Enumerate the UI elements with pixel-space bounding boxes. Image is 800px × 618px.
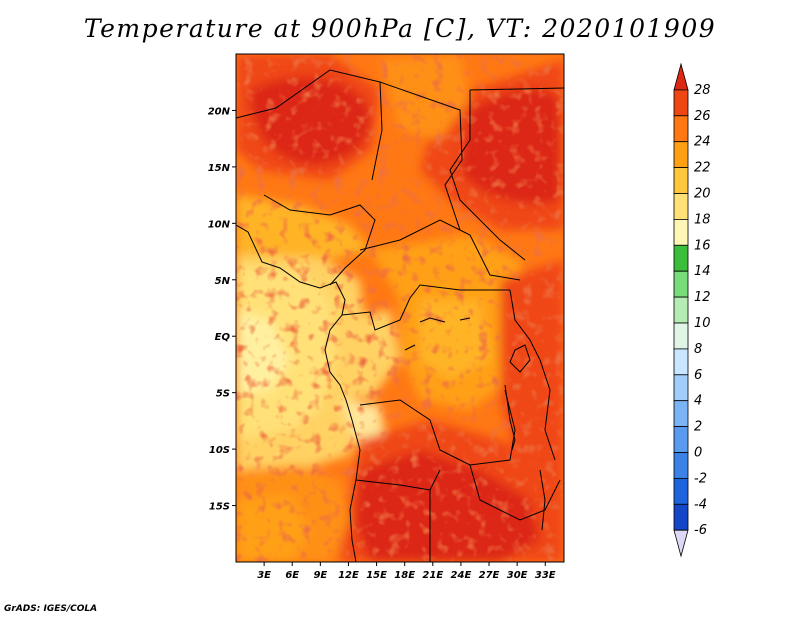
- lon-tick-label: 33E: [535, 570, 556, 581]
- border-sahara-north: [236, 69, 383, 181]
- colorbar-label: 6: [694, 368, 702, 383]
- border-sudan: [449, 87, 564, 261]
- colorbar-label: 2: [694, 420, 702, 435]
- lon-tick-label: 21E: [422, 570, 443, 581]
- colorbar-label: 8: [694, 342, 702, 357]
- colorbar-swatch: [673, 400, 689, 428]
- colorbar-label: 0: [694, 446, 702, 461]
- lat-tick-label: 10S: [209, 445, 230, 456]
- colorbar-label: 28: [694, 83, 711, 98]
- lon-tick-label: 9E: [313, 570, 327, 581]
- colorbar-swatch: [673, 322, 689, 350]
- colorbar-label: -6: [694, 523, 707, 538]
- colorbar-swatch: [673, 452, 689, 479]
- lon-tick-label: 18E: [394, 570, 415, 581]
- lon-tick-label: 3E: [257, 570, 271, 581]
- border-congo: [341, 284, 510, 331]
- lake-victoria: [509, 344, 531, 373]
- lat-tick-label: 20N: [208, 106, 231, 117]
- border-nigeria: [263, 194, 376, 286]
- colorbar-swatch: [673, 270, 689, 298]
- colorbar-swatch: [673, 89, 689, 117]
- lat-tick-label: 10N: [208, 219, 231, 230]
- colorbar-label: -2: [694, 471, 707, 486]
- colorbar-swatch: [673, 477, 689, 505]
- colorbar-swatch: [673, 193, 689, 220]
- lat-tick-label: 15S: [209, 502, 230, 513]
- border-central: [359, 219, 521, 281]
- colorbar-label: 18: [694, 212, 711, 227]
- colorbar-label: 14: [694, 264, 711, 279]
- colorbar-label: 4: [694, 394, 702, 409]
- lon-tick-label: 27E: [479, 570, 500, 581]
- colorbar-swatch: [673, 503, 689, 531]
- colorbar-swatch: [673, 218, 689, 246]
- colorbar-label: 22: [694, 161, 711, 176]
- colorbar-label: 12: [694, 290, 711, 305]
- border-zambia: [469, 464, 561, 521]
- credit-text: GrADS: IGES/COLA: [4, 604, 98, 614]
- colorbar-max-triangle: [673, 62, 689, 91]
- longitude-axis: 3E 6E 9E 12E 15E 18E 21E 24E 27E 30E 33E: [257, 562, 556, 581]
- lat-tick-label: 15N: [208, 163, 231, 174]
- lake-tanganyika: [504, 384, 516, 451]
- colorbar-label: 10: [694, 316, 711, 331]
- map-title: Temperature at 900hPa [C], VT: 202010190…: [83, 14, 717, 43]
- colorbar-label: -4: [694, 497, 707, 512]
- west-africa-coastline: [236, 224, 361, 562]
- lon-tick-label: 12E: [338, 570, 359, 581]
- colorbar-swatch: [673, 374, 689, 402]
- latitude-axis: 20N 15N 10N 5N EQ 5S 10S 15S: [208, 106, 236, 513]
- colorbar-label: 20: [694, 187, 711, 202]
- country-borders: [236, 69, 564, 562]
- lat-tick-label: 5N: [215, 276, 231, 287]
- colorbar-label: 24: [694, 135, 711, 150]
- border-east: [509, 289, 556, 461]
- lon-tick-label: 6E: [285, 570, 299, 581]
- colorbar-swatch: [673, 296, 689, 324]
- map-frame: [235, 53, 565, 563]
- colorbar-swatch: [673, 426, 689, 453]
- lon-tick-label: 30E: [507, 570, 528, 581]
- lake-malawi: [539, 469, 546, 531]
- colorbar-label: 26: [694, 109, 711, 124]
- colorbar-min-triangle: [673, 529, 689, 558]
- border-angola-namibia: [355, 469, 441, 562]
- colorbar-swatch: [673, 167, 689, 194]
- colorbar-swatch: [673, 115, 689, 143]
- lat-tick-label: EQ: [215, 332, 231, 343]
- lat-tick-label: 5S: [216, 389, 230, 400]
- temperature-field: [236, 54, 564, 562]
- colorbar-label: 16: [694, 238, 711, 253]
- lon-tick-label: 24E: [451, 570, 472, 581]
- colorbar-swatch: [673, 244, 689, 272]
- border-niger-chad: [379, 81, 463, 231]
- colorbar-swatch: [673, 141, 689, 168]
- colorbar-swatch: [673, 348, 689, 376]
- mountain-contours: [404, 317, 471, 351]
- lon-tick-label: 15E: [366, 570, 387, 581]
